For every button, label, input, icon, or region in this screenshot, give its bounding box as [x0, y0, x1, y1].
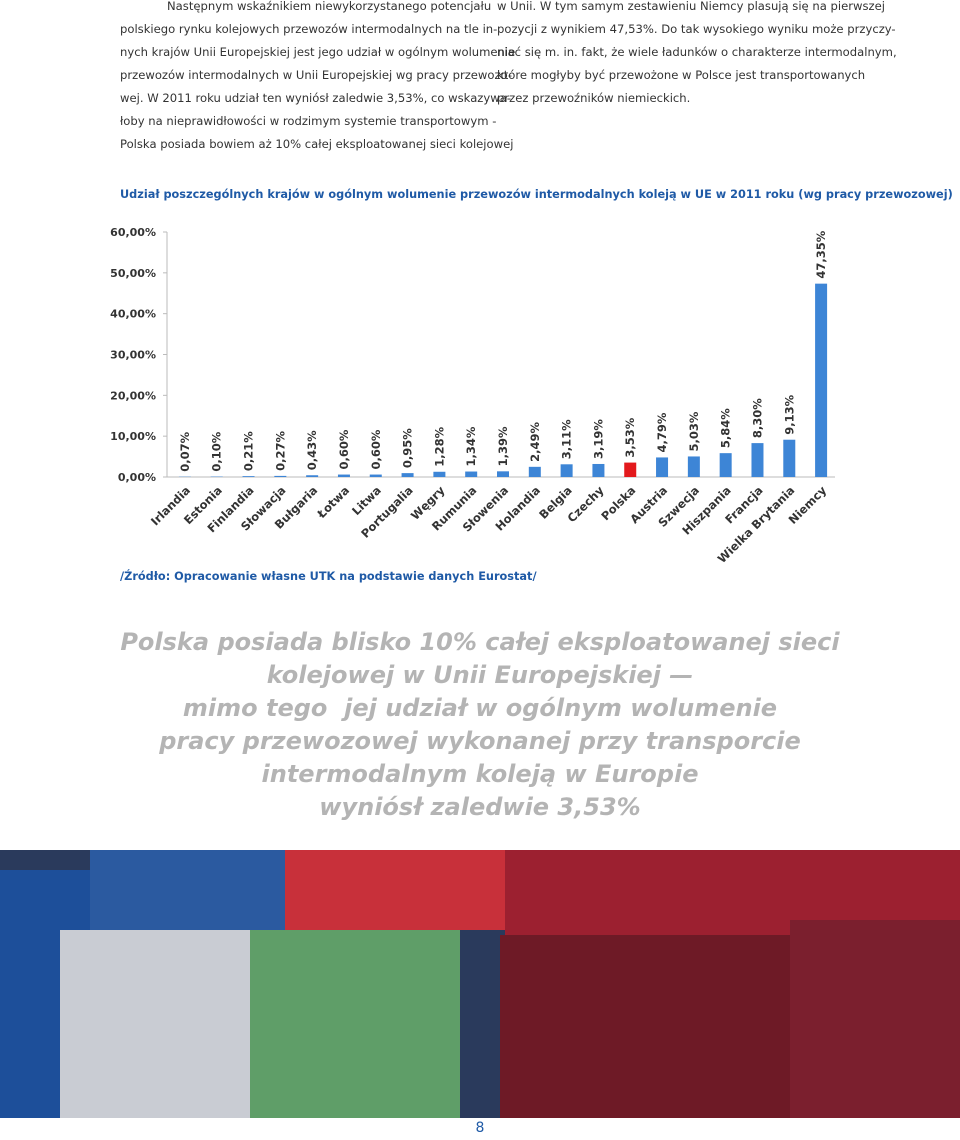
- value-label: 0,07%: [178, 431, 192, 471]
- quote-line: kolejowej w Unii Europejskiej —: [266, 661, 694, 689]
- y-tick-label: 10,00%: [110, 430, 156, 443]
- value-label: 1,39%: [496, 426, 510, 466]
- bar: [337, 474, 350, 477]
- value-label: 1,34%: [464, 426, 478, 466]
- bar: [306, 475, 319, 477]
- quote-line: mimo tego jej udział w ogólnym wolumenie: [182, 694, 778, 722]
- bar: [656, 457, 669, 477]
- container: [250, 930, 460, 1118]
- value-label: 2,49%: [528, 421, 542, 461]
- bar: [592, 463, 605, 477]
- y-tick-label: 50,00%: [110, 267, 156, 280]
- value-label: 3,53%: [623, 417, 637, 457]
- value-label: 1,28%: [432, 426, 446, 466]
- container: [500, 935, 800, 1118]
- paragraph-line: przez przewoźników niemieckich.: [497, 91, 691, 105]
- chart-source: /Źródło: Opracowanie własne UTK na podst…: [120, 570, 537, 583]
- bar: [687, 456, 700, 477]
- y-tick-label: 60,00%: [110, 226, 156, 239]
- value-label: 0,10%: [210, 431, 224, 471]
- bar: [719, 453, 732, 477]
- y-tick-label: 20,00%: [110, 389, 156, 402]
- paragraph-line: Polska posiada bowiem aż 10% całej ekspl…: [120, 137, 514, 151]
- bar: [433, 471, 446, 477]
- bar: [369, 474, 382, 477]
- bar: [751, 443, 764, 477]
- paragraph-line: które mogłyby być przewożone w Polsce je…: [497, 68, 866, 82]
- bar: [528, 466, 541, 477]
- quote-line: pracy przewozowej wykonanej przy transpo…: [159, 727, 801, 755]
- bar: [497, 471, 509, 477]
- y-tick-label: 0,00%: [118, 471, 156, 484]
- y-tick-label: 40,00%: [110, 308, 156, 321]
- container: [285, 850, 510, 930]
- quote-line: wyniósł zaledwie 3,53%: [319, 793, 641, 821]
- bar: [560, 464, 573, 477]
- value-label: 9,13%: [782, 394, 796, 434]
- paragraph-line: polskiego rynku kolejowych przewozów int…: [120, 22, 498, 36]
- bar: [624, 462, 637, 477]
- bar: [401, 473, 414, 477]
- value-label: 0,27%: [273, 431, 287, 471]
- quote-line: intermodalnym koleją w Europie: [261, 760, 699, 788]
- value-label: 3,11%: [560, 419, 574, 459]
- value-label: 0,60%: [369, 429, 383, 469]
- value-label: 0,21%: [242, 431, 256, 471]
- paragraph-line: pozycji z wynikiem 47,53%. Do tak wysoki…: [497, 22, 896, 36]
- bar: [783, 439, 796, 477]
- paragraph-line: nych krajów Unii Europejskiej jest jego …: [120, 45, 516, 59]
- value-label: 5,84%: [719, 408, 733, 448]
- value-label: 8,30%: [750, 398, 764, 438]
- container: [60, 930, 260, 1118]
- paragraph-line: łoby na nieprawidłowości w rodzimym syst…: [120, 114, 497, 128]
- bar: [242, 476, 255, 477]
- value-label: 0,95%: [401, 428, 415, 468]
- bar: [815, 283, 828, 477]
- paragraph-line: Następnym wskaźnikiem niewykorzystanego …: [167, 0, 492, 13]
- container: [90, 850, 290, 930]
- x-tick-label: Łotwa: [314, 483, 352, 521]
- bar: [274, 475, 287, 477]
- paragraph-line: wej. W 2011 roku udział ten wyniósł zale…: [120, 91, 512, 105]
- value-label: 0,43%: [305, 430, 319, 470]
- photo: [0, 850, 960, 1118]
- x-tick-label: Czechy: [565, 483, 607, 525]
- value-label: 47,35%: [814, 230, 828, 278]
- value-label: 5,03%: [687, 411, 701, 451]
- page-number: 8: [475, 1120, 485, 1136]
- value-label: 3,19%: [591, 419, 605, 459]
- paragraph-line: niać się m. in. fakt, że wiele ładunków …: [497, 45, 897, 59]
- paragraph-line: przewozów intermodalnych w Unii Europejs…: [120, 68, 513, 82]
- value-label: 4,79%: [655, 412, 669, 452]
- quote-line: Polska posiada blisko 10% całej eksploat…: [120, 628, 840, 656]
- value-label: 0,60%: [337, 429, 351, 469]
- chart-title: Udział poszczególnych krajów w ogólnym w…: [120, 188, 953, 201]
- chart: Udział poszczególnych krajów w ogólnym w…: [110, 188, 953, 583]
- bar: [465, 471, 478, 477]
- y-tick-label: 30,00%: [110, 349, 156, 362]
- container: [790, 920, 960, 1118]
- paragraph-line: w Unii. W tym samym zestawieniu Niemcy p…: [497, 0, 885, 13]
